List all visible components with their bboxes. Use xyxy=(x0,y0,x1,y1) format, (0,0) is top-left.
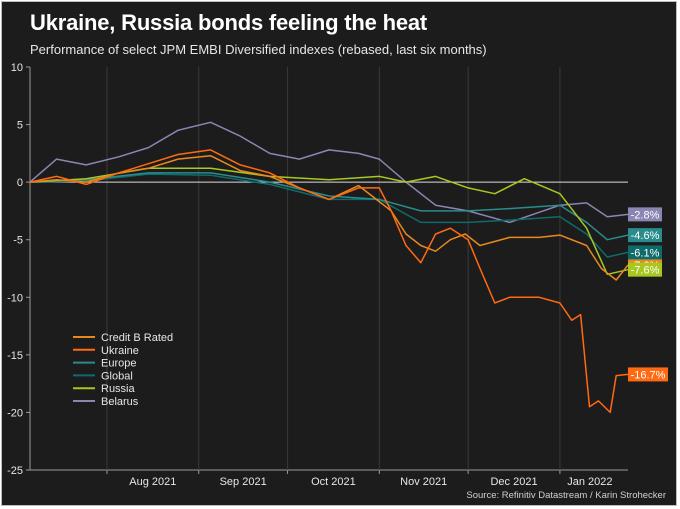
y-tick-label: 0 xyxy=(17,177,23,189)
legend-entry: Europe xyxy=(101,358,136,370)
chart-subtitle: Performance of select JPM EMBI Diversifi… xyxy=(30,42,487,57)
end-label-box xyxy=(628,367,668,382)
x-tick-label: Jan 2022 xyxy=(567,476,612,488)
y-tick-label: -25 xyxy=(7,465,23,477)
x-tick-label: Dec 2021 xyxy=(490,476,537,488)
legend-entry: Credit B Rated xyxy=(101,332,173,344)
series-line-belarus xyxy=(29,121,629,224)
end-label-box xyxy=(628,228,662,243)
end-label-box xyxy=(628,207,662,222)
x-tick-label: Nov 2021 xyxy=(400,476,447,488)
series-line-credit-b-rated xyxy=(29,154,629,281)
legend-entry: Russia xyxy=(101,383,136,395)
end-label: -2.8% xyxy=(631,209,660,221)
end-label-box xyxy=(628,245,662,260)
series-line-europe xyxy=(29,172,629,241)
x-tick-label: Oct 2021 xyxy=(311,476,356,488)
y-tick-label: 5 xyxy=(17,120,23,132)
x-tick-label: Aug 2021 xyxy=(129,476,176,488)
series-line-ukraine xyxy=(29,149,629,414)
series-line-russia xyxy=(29,167,629,276)
y-tick-label: 10 xyxy=(11,62,23,74)
legend-entry: Global xyxy=(101,370,133,382)
x-tick-label: Sep 2021 xyxy=(220,476,267,488)
chart-source: Source: Refinitiv Datastream / Karin Str… xyxy=(466,490,666,501)
y-tick-label: -20 xyxy=(7,407,23,419)
end-label: -6.1% xyxy=(631,247,660,259)
chart-title: Ukraine, Russia bonds feeling the heat xyxy=(30,10,428,35)
end-label: -7.6% xyxy=(631,265,660,277)
legend-entry: Belarus xyxy=(101,396,139,408)
end-label-box xyxy=(628,262,662,277)
end-label: -4.6% xyxy=(631,230,660,242)
y-tick-label: -10 xyxy=(7,292,23,304)
end-label: -16.7% xyxy=(631,369,666,381)
y-tick-label: -15 xyxy=(7,350,23,362)
series-line-global xyxy=(29,173,629,258)
legend-entry: Ukraine xyxy=(101,345,139,357)
y-tick-label: -5 xyxy=(13,235,23,247)
